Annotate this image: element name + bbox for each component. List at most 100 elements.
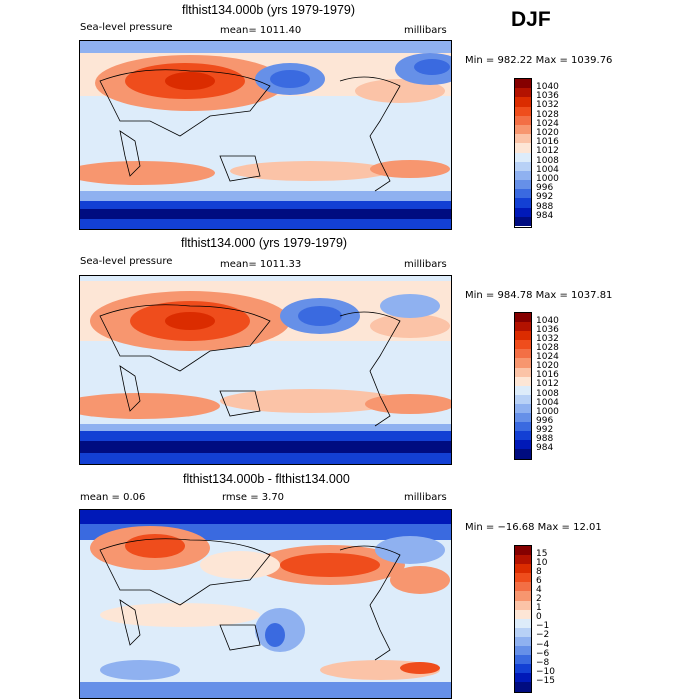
panel2-colorbar-label: 1016 (536, 370, 559, 380)
panel2-colorbar-label: 992 (536, 425, 554, 435)
panel3-colorbar-swatch (515, 627, 531, 637)
panel3-colorbar-swatch (515, 555, 531, 565)
panel1-variable-label: Sea-level pressure (80, 22, 173, 33)
panel3-colorbar-label: 0 (536, 612, 542, 622)
season-label: DJF (511, 8, 551, 31)
panel3-colorbar-swatch (515, 609, 531, 619)
panel2-colorbar-label: 1012 (536, 379, 559, 389)
panel2-colorbar (514, 312, 532, 460)
panel3-colorbar-swatch (515, 546, 531, 556)
panel2-colorbar-swatch (515, 440, 531, 450)
panel1-colorbar-swatch (515, 180, 531, 190)
panel2-colorbar-swatch (515, 376, 531, 386)
panel3-colorbar-label: −8 (536, 658, 550, 668)
panel2-colorbar-swatch (515, 322, 531, 332)
panel1-colorbar-label: 1016 (536, 137, 559, 147)
panel2-colorbar-label: 1020 (536, 361, 559, 371)
panel3-mean-label: mean = 0.06 (80, 492, 146, 503)
panel2-title: flthist134.000 (yrs 1979-1979) (181, 236, 348, 250)
panel2-colorbar-swatch (515, 403, 531, 414)
panel1-colorbar-swatch (515, 207, 531, 217)
panel1-units-label: millibars (404, 25, 447, 36)
panel3-rmse-label: rmse = 3.70 (222, 492, 285, 503)
panel3-colorbar-label: 2 (536, 594, 542, 604)
panel1-colorbar-swatch (515, 170, 531, 181)
panel1-colorbar-label: 1032 (536, 100, 559, 110)
panel3-colorbar-label: 6 (536, 576, 542, 586)
panel2-slp-field (80, 276, 451, 464)
panel2-colorbar-swatch (515, 349, 531, 359)
panel3-colorbar-swatch (515, 573, 531, 583)
panel2-colorbar-swatch (515, 394, 531, 404)
panel1-colorbar (514, 78, 532, 228)
panel2-colorbar-swatch (515, 431, 531, 441)
panel3-diff-field (80, 510, 451, 698)
panel1-colorbar-swatch (515, 88, 531, 98)
panel1-colorbar-swatch (515, 143, 531, 153)
panel1-slp-field (80, 41, 451, 229)
panel3-colorbar-label: −10 (536, 667, 555, 677)
panel3-colorbar-swatch (515, 655, 531, 665)
panel3-colorbar-label: 1 (536, 603, 542, 613)
panel2-colorbar-swatch (515, 331, 531, 341)
panel2-mean-label: mean= 1011.33 (220, 259, 302, 270)
panel2-colorbar-label: 1004 (536, 398, 559, 408)
panel1-colorbar-label: 992 (536, 192, 554, 202)
panel1-colorbar-swatch (515, 134, 531, 144)
panel1-colorbar-label: 1008 (536, 156, 559, 166)
panel2-colorbar-label: 1032 (536, 334, 559, 344)
panel3-colorbar-swatch (515, 673, 531, 683)
panel1-colorbar-label: 1024 (536, 119, 559, 129)
panel1-colorbar-swatch (515, 189, 531, 199)
panel2-colorbar-swatch (515, 367, 531, 377)
panel3-units-label: millibars (404, 492, 447, 503)
panel1-colorbar-swatch (515, 198, 531, 208)
panel2-colorbar-swatch (515, 313, 531, 323)
panel1-colorbar-swatch (515, 161, 531, 171)
panel3-colorbar (514, 545, 532, 693)
panel2-colorbar-label: 996 (536, 416, 554, 426)
panel2-colorbar-label: 1024 (536, 352, 559, 362)
panel2-colorbar-swatch (515, 449, 531, 459)
panel3-colorbar-swatch (515, 582, 531, 592)
panel1-colorbar-swatch (515, 124, 531, 135)
panel2-units-label: millibars (404, 259, 447, 270)
panel2-colorbar-label: 1036 (536, 325, 559, 335)
panel3-colorbar-swatch (515, 618, 531, 628)
panel2-variable-label: Sea-level pressure (80, 256, 173, 267)
panel2-colorbar-label: 1000 (536, 407, 559, 417)
panel1-colorbar-label: 988 (536, 202, 554, 212)
panel3-colorbar-label: 10 (536, 558, 548, 568)
panel3-colorbar-label: −1 (536, 621, 550, 631)
panel3-colorbar-swatch (515, 682, 531, 692)
panel3-colorbar-label: 8 (536, 567, 542, 577)
panel3-colorbar-label: 4 (536, 585, 542, 595)
panel3-colorbar-swatch (515, 664, 531, 674)
panel1-colorbar-label: 1040 (536, 82, 559, 92)
panel3-colorbar-swatch (515, 646, 531, 656)
panel3-colorbar-label: 15 (536, 549, 548, 559)
panel2-colorbar-swatch (515, 385, 531, 395)
panel2-colorbar-label: 1028 (536, 343, 559, 353)
panel1-minmax: Min = 982.22 Max = 1039.76 (465, 55, 613, 66)
panel3-colorbar-label: −6 (536, 649, 550, 659)
panel1-colorbar-swatch (515, 216, 531, 226)
panel1-colorbar-label: 1028 (536, 110, 559, 120)
panel1-colorbar-swatch (515, 152, 531, 162)
panel1-colorbar-swatch (515, 97, 531, 107)
panel2-colorbar-swatch (515, 358, 531, 368)
panel3-colorbar-swatch (515, 591, 531, 601)
panel3-colorbar-swatch (515, 600, 531, 610)
panel2-colorbar-swatch (515, 422, 531, 432)
panel1-map (79, 40, 452, 230)
panel2-colorbar-label: 1008 (536, 389, 559, 399)
panel2-colorbar-swatch (515, 340, 531, 350)
panel1-colorbar-swatch (515, 115, 531, 125)
panel1-colorbar-label: 1000 (536, 174, 559, 184)
panel1-colorbar-label: 1036 (536, 91, 559, 101)
panel1-title: flthist134.000b (yrs 1979-1979) (182, 3, 356, 17)
panel1-colorbar-label: 1020 (536, 128, 559, 138)
panel3-map (79, 509, 452, 699)
panel1-colorbar-swatch (515, 79, 531, 89)
panel1-colorbar-label: 1012 (536, 146, 559, 156)
